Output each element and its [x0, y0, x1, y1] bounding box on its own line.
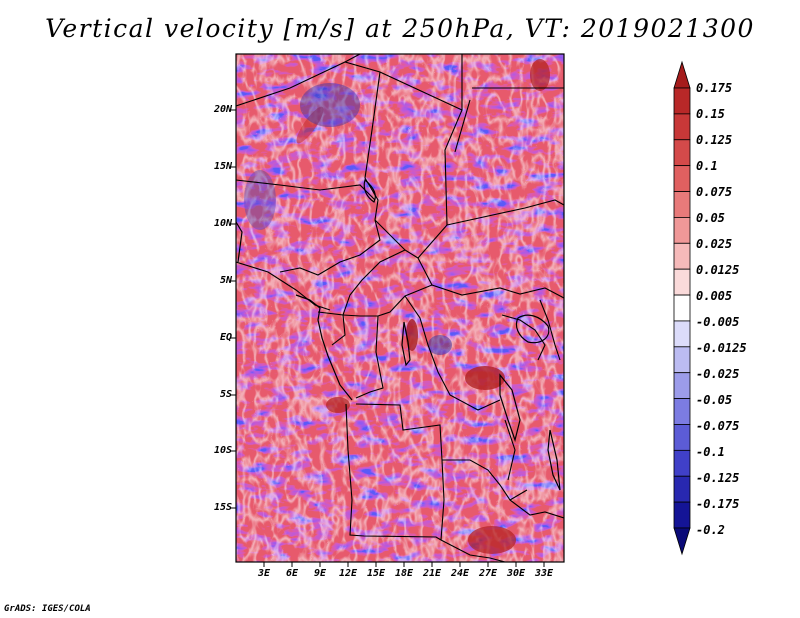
colorbar: [673, 60, 691, 556]
lon-label-6e: 6E: [285, 568, 299, 579]
colorbar-label: -0.0125: [696, 341, 747, 355]
lat-label-eq: EQ: [219, 332, 232, 343]
colorbar-bottom-triangle: [673, 527, 691, 556]
colorbar-segment: [673, 268, 691, 296]
lat-label-20n: 20N: [213, 104, 232, 115]
lat-label-15s: 15S: [213, 502, 232, 513]
lon-label-33e: 33E: [534, 568, 554, 579]
lon-label-9e: 9E: [313, 568, 327, 579]
lon-label-3e: 3E: [257, 568, 271, 579]
colorbar-segment: [673, 242, 691, 270]
axis-ticks: [231, 109, 545, 567]
lat-label-10n: 10N: [213, 218, 232, 229]
colorbar-label: -0.175: [696, 497, 740, 511]
lat-label-10s: 10S: [213, 445, 232, 456]
colorbar-label: 0.075: [696, 185, 733, 199]
colorbar-label: 0.0125: [696, 263, 740, 277]
lon-label-24e: 24E: [450, 568, 470, 579]
colorbar-label: 0.175: [696, 81, 733, 95]
colorbar-label: -0.05: [696, 393, 733, 407]
colorbar-segment: [673, 449, 691, 477]
colorbar-segment: [673, 113, 691, 141]
colorbar-label: 0.125: [696, 133, 733, 147]
lat-label-5s: 5S: [219, 389, 232, 400]
colorbar-segment: [673, 165, 691, 192]
colorbar-segment: [673, 475, 691, 503]
colorbar-label: 0.025: [696, 237, 733, 251]
lon-label-18e: 18E: [394, 568, 414, 579]
colorbar-label: -0.125: [696, 471, 740, 485]
colorbar-label: -0.2: [696, 523, 725, 537]
colorbar-label: 0.005: [696, 289, 733, 303]
colorbar-segment: [673, 191, 691, 218]
velocity-field: [236, 54, 564, 562]
lon-label-30e: 30E: [506, 568, 526, 579]
colorbar-segment: [673, 398, 691, 425]
colorbar-label: 0.05: [696, 211, 725, 225]
colorbar-segment: [673, 424, 691, 451]
colorbar-segment: [673, 294, 691, 322]
map-frame: [235, 53, 565, 563]
lon-label-21e: 21E: [422, 568, 442, 579]
colorbar-segment: [673, 372, 691, 399]
lakes-and-coasts: [236, 178, 561, 491]
colorbar-label: -0.075: [696, 419, 740, 433]
lon-label-15e: 15E: [366, 568, 386, 579]
colorbar-label: -0.025: [696, 367, 740, 381]
colorbar-top-triangle: [673, 60, 691, 89]
lat-label-5n: 5N: [219, 275, 232, 286]
colorbar-label: -0.005: [696, 315, 740, 329]
lon-label-27e: 27E: [478, 568, 498, 579]
map-title: Vertical velocity [m/s] at 250hPa, VT: 2…: [45, 14, 755, 43]
colorbar-segment: [673, 346, 691, 374]
colorbar-segment: [673, 87, 691, 115]
colorbar-segment: [673, 320, 691, 348]
lat-label-15n: 15N: [213, 161, 232, 172]
colorbar-label: 0.15: [696, 107, 725, 121]
colorbar-segment: [673, 217, 691, 244]
credit-text: GrADS: IGES/COLA: [4, 604, 91, 614]
colorbar-label: -0.1: [696, 445, 725, 459]
lon-label-12e: 12E: [338, 568, 358, 579]
colorbar-segment: [673, 139, 691, 167]
colorbar-segment: [673, 501, 691, 529]
colorbar-label: 0.1: [696, 159, 718, 173]
